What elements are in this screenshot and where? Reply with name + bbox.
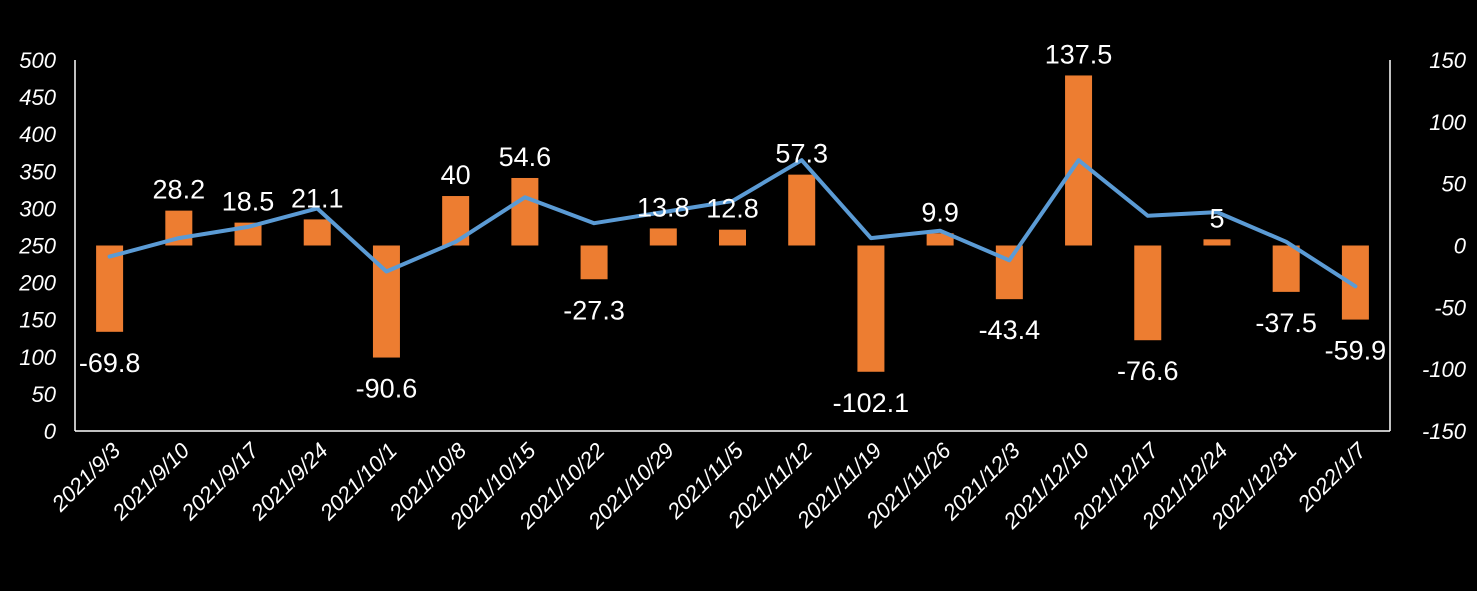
bar-data-label: 40 [441, 160, 471, 190]
bar-data-label: 18.5 [222, 187, 275, 217]
data-labels: -69.8 28.2 18.5 21.1 -90.6 40 54.6 -27.3 13.8 12.… [79, 39, 1386, 417]
bar-data-label: -90.6 [356, 374, 418, 404]
y-left-tick-label: 250 [18, 234, 56, 259]
bar-data-label: 57.3 [775, 139, 828, 169]
bar [995, 245, 1023, 300]
axes [74, 60, 1391, 432]
bar-data-label: -37.5 [1255, 308, 1317, 338]
y-right-tick-label: -100 [1422, 357, 1467, 382]
y-left-tick-label: 100 [19, 345, 56, 370]
bar [719, 229, 746, 246]
bar [580, 245, 608, 280]
bar-data-label: -76.6 [1117, 356, 1179, 386]
bar [649, 228, 677, 246]
y-left-tick-label: 150 [19, 308, 56, 333]
bar-data-label: -43.4 [979, 315, 1041, 345]
x-tick-label: 2022/1/7 [1292, 437, 1371, 516]
bar [303, 219, 331, 246]
bar-data-label: -102.1 [833, 388, 910, 418]
bar [926, 233, 954, 246]
y-left-tick-label: 0 [44, 419, 57, 444]
y-left-tick-label: 500 [19, 48, 56, 73]
bar-data-label: -59.9 [1325, 336, 1387, 366]
line-series [107, 158, 1358, 289]
bar-data-label: 28.2 [153, 175, 206, 205]
y-right-tick-label: 100 [1429, 110, 1466, 135]
bar-data-label: -69.8 [79, 348, 141, 378]
y-left-tick-label: 400 [19, 122, 56, 147]
bar-data-label: 5 [1209, 203, 1224, 233]
y-right-tick-label: -150 [1422, 419, 1467, 444]
y-left-tick-label: 50 [32, 382, 57, 407]
bar-data-label: 21.1 [291, 183, 344, 213]
line-path [107, 158, 1358, 289]
bar [857, 245, 885, 372]
bar [788, 174, 816, 246]
y-right-tick-label: 50 [1442, 172, 1467, 197]
bar [1203, 239, 1231, 246]
bar [511, 177, 539, 246]
y-right-tick-label: -50 [1434, 295, 1467, 320]
bar [1272, 245, 1300, 292]
bar-data-label: 9.9 [921, 197, 959, 227]
bar-data-label: 13.8 [637, 192, 690, 222]
y-left-tick-label: 300 [19, 196, 56, 221]
bar [96, 245, 124, 332]
y-right-tick-label: 0 [1454, 234, 1467, 259]
tick-labels: 050100150200250300350400450500-150-100-5… [18, 48, 1466, 534]
y-left-tick-label: 200 [18, 271, 56, 296]
y-left-tick-label: 450 [19, 85, 56, 110]
bar-data-label: 137.5 [1045, 39, 1113, 69]
y-right-tick-label: 150 [1429, 48, 1466, 73]
y-left-tick-label: 350 [19, 159, 56, 184]
bar-data-label: -27.3 [563, 295, 625, 325]
bar-data-label: 12.8 [706, 194, 759, 224]
bar [1134, 245, 1162, 341]
bar-data-label: 54.6 [499, 142, 552, 172]
